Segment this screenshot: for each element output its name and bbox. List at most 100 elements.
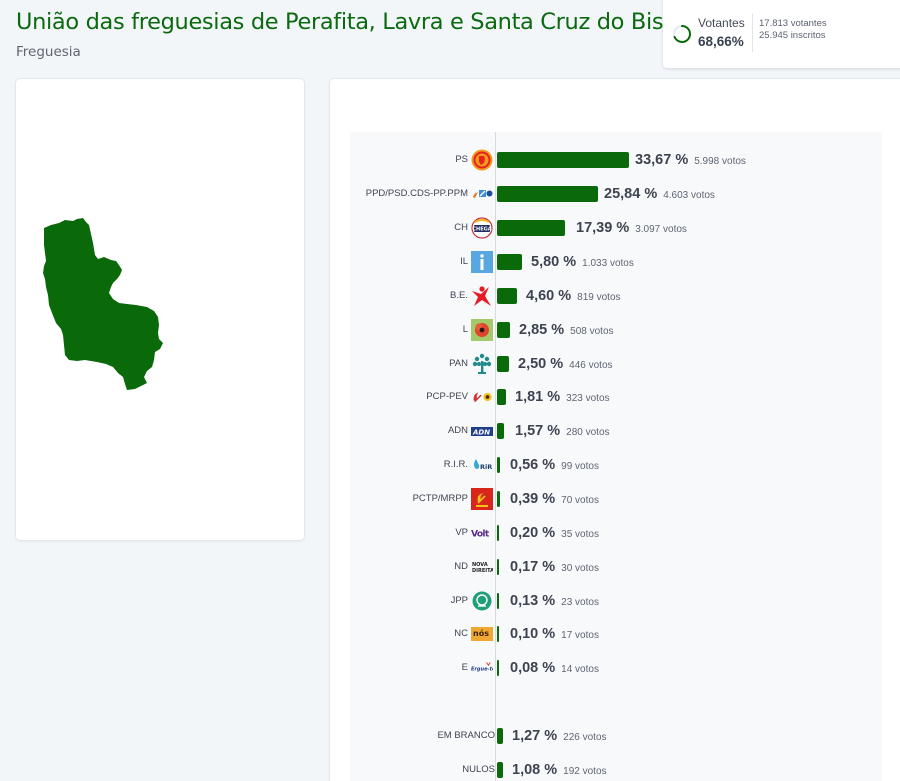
result-percent: 4,60 %: [526, 288, 572, 304]
result-row-pan[interactable]: PAN 2,50 % 446 votos: [350, 352, 882, 376]
voters-count: 17.813 votantes: [759, 18, 827, 29]
result-percent: 17,39 %: [576, 220, 630, 236]
ps-fist-rose-logo-icon: [471, 149, 493, 171]
party-label: PAN: [449, 358, 468, 369]
party-label: VP: [455, 527, 468, 538]
il-logo-icon: [471, 251, 493, 273]
result-bar: [497, 762, 503, 778]
party-label: ADN: [447, 425, 468, 436]
result-row-ps[interactable]: PS 33,67 % 5.998 votos: [350, 148, 882, 172]
nos-cidadaos-logo-icon: nós: [471, 623, 493, 645]
parish-map[interactable]: [41, 217, 166, 392]
result-row-ad[interactable]: PPD/PSD.CDS-PP.PPM 25,84 % 4.603 votos: [350, 182, 882, 206]
result-votes: 70 votos: [561, 495, 599, 506]
result-row-rir[interactable]: R.I.R. RiR 0,56 % 99 votos: [350, 453, 882, 477]
result-votes: 323 votos: [566, 393, 610, 404]
result-percent: 0,10 %: [510, 626, 556, 642]
result-row-be[interactable]: B.E. 4,60 % 819 votos: [350, 284, 882, 308]
result-row-l[interactable]: L 2,85 % 508 votos: [350, 318, 882, 342]
turnout-value: 68,66%: [698, 34, 744, 49]
result-bar: [497, 389, 506, 405]
chart-axis-line: [495, 132, 496, 781]
registered-count: 25.945 inscritos: [759, 30, 826, 41]
result-percent: 25,84 %: [604, 186, 658, 202]
party-label: IL: [460, 256, 468, 267]
result-votes: 280 votos: [566, 427, 610, 438]
result-votes: 819 votos: [577, 292, 621, 303]
result-row-ch[interactable]: CH CHEGA 17,39 % 3.097 votos: [350, 216, 882, 240]
result-row-nd[interactable]: ND NOVA DIREITA 0,17 % 30 votos: [350, 555, 882, 579]
party-label: PS: [455, 154, 468, 165]
result-row-blank[interactable]: EM BRANCO 1,27 % 226 votos: [350, 724, 882, 748]
result-row-pcp-pev[interactable]: PCP-PEV 1,81 % 323 votos: [350, 385, 882, 409]
pan-tree-logo-icon: [471, 353, 493, 375]
result-percent: 0,08 %: [510, 660, 556, 676]
turnout-stats: 17.813 votantes 25.945 inscritos: [759, 18, 827, 42]
result-bar: [497, 356, 509, 372]
result-bar: [497, 626, 499, 642]
result-bar: [497, 593, 499, 609]
result-bar: [497, 152, 629, 168]
result-votes: 192 votos: [563, 766, 607, 777]
svg-text:Volt: Volt: [471, 529, 490, 540]
svg-text:NOVA: NOVA: [472, 562, 488, 568]
result-row-pctp-mrpp[interactable]: PCTP/MRPP 0,39 % 70 votos: [350, 487, 882, 511]
jpp-logo-icon: [471, 590, 493, 612]
result-row-adn[interactable]: ADN ADN 1,57 % 280 votos: [350, 419, 882, 443]
result-percent: 1,27 %: [512, 728, 558, 744]
result-votes: 35 votos: [561, 529, 599, 540]
result-row-nc[interactable]: NC nós 0,10 % 17 votos: [350, 622, 882, 646]
result-percent: 5,80 %: [531, 254, 577, 270]
result-row-il[interactable]: IL 5,80 % 1.033 votos: [350, 250, 882, 274]
party-label: E: [461, 662, 468, 673]
result-votes: 3.097 votos: [635, 224, 687, 235]
svg-text:CHEGA: CHEGA: [472, 227, 491, 233]
result-bar: [497, 525, 499, 541]
pctp-logo-icon: [471, 488, 493, 510]
party-label: L: [462, 324, 468, 335]
party-label: PPD/PSD.CDS-PP.PPM: [365, 188, 468, 199]
result-percent: 0,17 %: [510, 559, 556, 575]
result-bar: [497, 457, 500, 473]
result-bar: [497, 322, 510, 338]
turnout-ring-icon: [673, 25, 691, 43]
result-percent: 2,85 %: [519, 322, 565, 338]
party-label: PCTP/MRPP: [412, 493, 468, 504]
result-percent: 1,81 %: [515, 389, 561, 405]
result-row-null[interactable]: NULOS 1,08 % 192 votos: [350, 758, 882, 781]
party-label: NULOS: [462, 764, 495, 775]
result-votes: 14 votos: [561, 664, 599, 675]
page-title: União das freguesias de Perafita, Lavra …: [16, 9, 691, 35]
livre-poppy-logo-icon: [471, 319, 493, 341]
result-votes: 99 votos: [561, 461, 599, 472]
result-percent: 2,50 %: [518, 356, 564, 372]
result-votes: 5.998 votos: [694, 156, 746, 167]
nova-direita-logo-icon: NOVA DIREITA: [471, 556, 493, 578]
result-bar: [497, 559, 499, 575]
party-label: R.I.R.: [443, 459, 468, 470]
party-label: ND: [454, 561, 468, 572]
result-bar: [497, 423, 504, 439]
result-row-jpp[interactable]: JPP 0,13 % 23 votos: [350, 589, 882, 613]
result-row-vp[interactable]: VP Volt 0,20 % 35 votos: [350, 521, 882, 545]
result-row-e[interactable]: E Ergue-te 0,08 % 14 votos: [350, 656, 882, 680]
result-votes: 17 votos: [561, 630, 599, 641]
party-label: JPP: [450, 595, 468, 606]
cdu-hammer-sickle-logo-icon: [471, 386, 493, 408]
turnout-divider: [752, 14, 753, 52]
result-bar: [497, 728, 503, 744]
map-card: [16, 79, 304, 540]
party-label: NC: [454, 628, 468, 639]
chega-logo-icon: CHEGA: [471, 217, 493, 239]
result-votes: 226 votos: [563, 732, 607, 743]
svg-text:ADN: ADN: [472, 429, 490, 437]
turnout-label: Votantes: [698, 16, 745, 30]
result-bar: [497, 254, 522, 270]
result-percent: 1,57 %: [515, 423, 561, 439]
result-bar: [497, 220, 565, 236]
adn-logo-icon: ADN: [471, 420, 493, 442]
results-card: PS 33,67 % 5.998 votos PPD/PSD.CDS-PP.PPM…: [330, 79, 900, 781]
svg-text:RiR: RiR: [480, 463, 492, 471]
svg-text:Ergue-te: Ergue-te: [471, 667, 493, 673]
ad-coalition-logo-icon: [471, 183, 493, 205]
